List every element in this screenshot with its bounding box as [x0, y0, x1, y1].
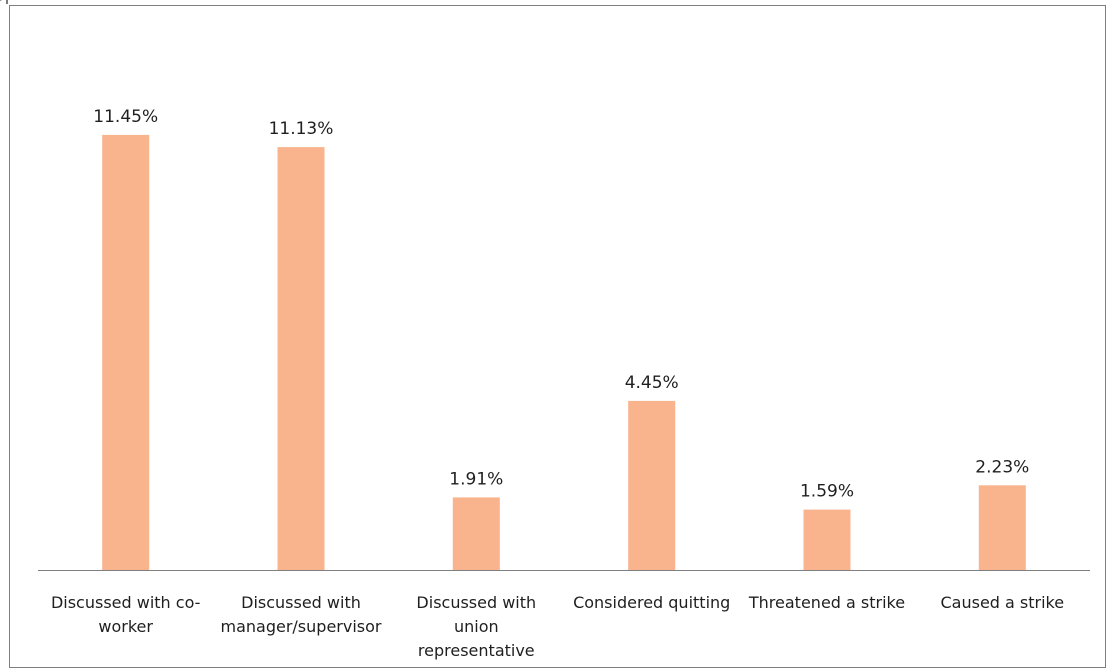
x-tick-label-line: representative — [418, 641, 535, 660]
bar-2 — [277, 147, 325, 570]
x-tick-label-line: Caused a strike — [940, 593, 1064, 612]
x-tick-label-line: union — [454, 617, 499, 636]
bar-3 — [452, 497, 500, 570]
data-label-3: 1.91% — [449, 469, 503, 489]
bar-4 — [628, 400, 676, 570]
data-label-6: 2.23% — [975, 457, 1029, 477]
bar-6 — [978, 485, 1026, 570]
bar-5 — [803, 509, 851, 570]
x-tick-label-5: Threatened a strike — [748, 593, 905, 612]
x-tick-label-2: Discussed with manager/supervisor — [221, 593, 382, 636]
x-tick-label-4: Considered quitting — [573, 593, 730, 612]
bars-layer — [102, 134, 1026, 570]
chart-frame — [9, 5, 1106, 668]
data-label-1: 11.45% — [93, 107, 158, 127]
data-labels-layer: 11.45% 11.13% 1.91% 4.45% 1.59% 2.23% — [93, 107, 1029, 502]
x-tick-label-line: manager/supervisor — [221, 617, 382, 636]
x-tick-label-line: Discussed with co- — [51, 593, 200, 612]
x-tick-labels-layer: Discussed with co-worker Discussed with ma… — [51, 593, 1064, 660]
data-label-5: 1.59% — [800, 482, 854, 502]
bar-1 — [102, 134, 150, 570]
x-tick-label-line: Considered quitting — [573, 593, 730, 612]
x-tick-label-line: Threatened a strike — [748, 593, 905, 612]
x-tick-label-line: worker — [98, 617, 153, 636]
x-tick-label-1: Discussed with co-worker — [51, 593, 200, 636]
x-tick-label-3: Discussed with union representative — [416, 593, 536, 660]
x-tick-label-6: Caused a strike — [940, 593, 1064, 612]
data-label-4: 4.45% — [625, 373, 679, 393]
x-tick-label-line: Discussed with — [241, 593, 361, 612]
data-label-2: 11.13% — [269, 119, 334, 139]
x-tick-label-line: Discussed with — [416, 593, 536, 612]
